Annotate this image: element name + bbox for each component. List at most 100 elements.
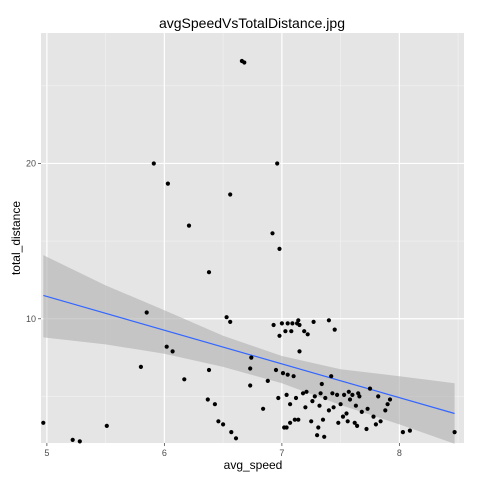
data-point: [359, 409, 364, 414]
data-point: [280, 371, 286, 376]
data-point: [186, 223, 192, 228]
x-tick-label: 8: [397, 448, 402, 458]
data-point: [206, 270, 212, 275]
data-point: [387, 397, 393, 402]
data-point: [304, 389, 309, 394]
data-point: [228, 192, 233, 197]
data-point: [224, 315, 229, 320]
data-point: [297, 349, 302, 354]
data-point: [336, 420, 341, 425]
data-point: [164, 344, 169, 349]
data-point: [144, 310, 149, 315]
data-point: [371, 414, 376, 419]
data-point: [330, 391, 335, 396]
regression-line: [43, 294, 455, 415]
data-points: [41, 58, 457, 444]
data-point: [385, 402, 390, 407]
data-point: [285, 321, 290, 326]
axis-ticks: 5 6 7 8 10 20: [26, 158, 402, 458]
data-point: [347, 397, 353, 402]
data-point: [77, 439, 82, 444]
data-point: [319, 381, 324, 387]
data-point: [344, 411, 349, 416]
data-point: [248, 383, 253, 388]
data-point: [345, 419, 350, 424]
data-point: [205, 397, 210, 402]
data-point: [365, 406, 370, 411]
data-point: [326, 318, 331, 323]
data-point: [284, 425, 289, 430]
data-point: [277, 246, 282, 251]
data-point: [273, 367, 279, 373]
data-point: [288, 420, 293, 425]
data-point: [182, 377, 187, 382]
data-point: [310, 399, 315, 404]
data-point: [104, 423, 109, 428]
data-point: [352, 420, 357, 425]
data-point: [228, 319, 233, 324]
data-point: [305, 332, 310, 337]
data-point: [165, 181, 170, 186]
data-point: [271, 322, 276, 328]
data-point: [289, 329, 294, 334]
data-point: [41, 420, 46, 425]
data-point: [283, 329, 288, 334]
data-point: [340, 414, 346, 419]
data-point: [350, 392, 355, 397]
data-point: [206, 367, 212, 373]
data-point: [261, 406, 266, 411]
data-point: [221, 422, 226, 427]
data-point: [407, 428, 412, 433]
data-point: [316, 425, 321, 430]
data-point: [452, 430, 457, 435]
data-point: [275, 161, 280, 166]
data-point: [288, 402, 293, 407]
data-point: [329, 374, 334, 379]
data-point: [284, 392, 289, 397]
data-point: [317, 403, 322, 408]
data-point: [303, 405, 308, 410]
data-point: [326, 408, 331, 413]
data-point: [277, 333, 282, 338]
data-point: [302, 329, 307, 334]
data-point: [346, 389, 351, 394]
data-point: [291, 374, 296, 379]
data-point: [323, 395, 328, 401]
data-point: [297, 322, 302, 328]
data-point: [216, 419, 221, 424]
data-point: [355, 423, 360, 428]
data-point: [300, 391, 306, 396]
x-tick-label: 7: [279, 448, 284, 458]
data-point: [332, 327, 337, 332]
data-point: [309, 419, 314, 424]
data-point: [357, 394, 362, 399]
data-point: [318, 391, 323, 396]
data-point: [242, 60, 247, 65]
data-point: [248, 366, 253, 371]
data-point: [151, 161, 156, 166]
data-point: [285, 372, 290, 377]
data-point: [276, 395, 281, 401]
data-point: [233, 436, 239, 441]
data-point: [212, 402, 217, 407]
data-point: [312, 394, 317, 399]
data-point: [364, 426, 369, 432]
chart-title: avgSpeedVsTotalDistance.jpg: [159, 15, 345, 31]
x-tick-label: 6: [162, 448, 167, 458]
data-point: [338, 402, 343, 407]
y-tick-label: 20: [26, 158, 36, 168]
data-point: [249, 355, 254, 360]
data-point: [290, 321, 295, 326]
data-point: [315, 433, 320, 438]
data-point: [383, 408, 388, 413]
data-point: [138, 364, 143, 369]
data-point: [335, 392, 340, 397]
data-point: [331, 405, 336, 410]
data-point: [270, 231, 275, 236]
data-point: [70, 437, 75, 442]
data-point: [292, 417, 297, 422]
data-point: [311, 319, 316, 324]
data-point: [353, 403, 358, 408]
data-point: [296, 318, 301, 323]
